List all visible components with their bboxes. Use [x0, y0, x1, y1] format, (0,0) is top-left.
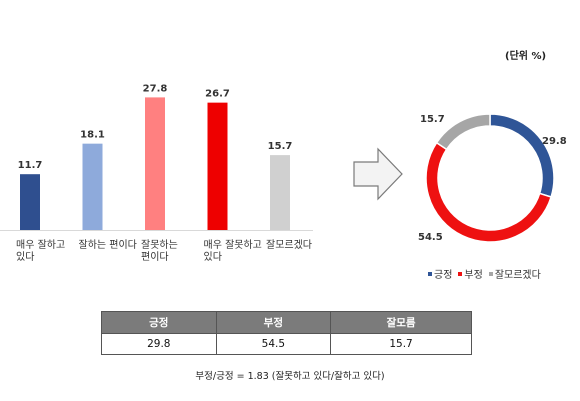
legend-swatch	[458, 271, 463, 276]
bar-value-label: 27.8	[143, 83, 168, 94]
right-arrow-icon	[353, 147, 403, 201]
legend-item-unknown: 잘모르겠다	[488, 266, 541, 281]
donut-slice	[435, 113, 491, 151]
table-cell: 29.8	[101, 333, 217, 355]
category-label: 잘모르겠다	[266, 239, 312, 251]
bar-value-label: 18.1	[80, 130, 105, 141]
bar-value-label: 15.7	[268, 141, 293, 152]
table-header-cell: 잘모름	[330, 311, 472, 334]
bar	[20, 174, 40, 230]
donut-slice	[489, 113, 555, 198]
table-header-cell: 부정	[215, 311, 332, 334]
slice-value-label: 15.7	[420, 114, 445, 125]
footnote: 부정/긍정 = 1.83 (잘못하고 있다/잘하고 있다)	[195, 371, 385, 382]
category-label: 매우 잘못하고	[204, 238, 262, 251]
bar-value-label: 26.7	[205, 89, 230, 100]
legend-label: 긍정	[434, 270, 453, 281]
unit-label: (단위 %)	[505, 51, 547, 62]
bar	[207, 102, 228, 230]
bar-value-label: 11.7	[18, 160, 43, 171]
legend-label: 부정	[464, 270, 483, 281]
table-cell: 54.5	[215, 333, 332, 355]
category-label: 잘하는 편이다	[79, 238, 137, 251]
legend-swatch	[488, 271, 493, 276]
summary-table: 긍정 부정 잘모름 29.8 54.5 15.7	[101, 311, 472, 355]
bar	[270, 155, 290, 230]
table-header-row: 긍정 부정 잘모름	[101, 311, 472, 334]
slice-value-label: 54.5	[418, 232, 443, 243]
category-label: 잘못하는	[141, 238, 178, 251]
category-label: 있다	[204, 251, 222, 263]
bar	[82, 143, 103, 230]
category-label: 매우 잘하고	[16, 238, 65, 251]
bar	[145, 97, 165, 230]
legend-item-positive: 긍정	[428, 266, 452, 281]
donut-legend: 긍정 부정 잘모르겠다	[428, 266, 541, 281]
category-label: 편이다	[141, 251, 169, 263]
table-cell: 15.7	[330, 333, 472, 355]
donut-slice	[425, 141, 553, 243]
legend-item-negative: 부정	[458, 266, 483, 281]
legend-label: 잘모르겠다	[494, 270, 541, 281]
table-header-cell: 긍정	[101, 311, 217, 334]
legend-swatch	[428, 271, 432, 276]
slice-value-label: 29.8	[542, 136, 567, 147]
table-row: 29.8 54.5 15.7	[101, 333, 472, 355]
donut-chart: 29.8 54.5 15.7	[418, 113, 567, 243]
category-label: 있다	[16, 251, 34, 263]
